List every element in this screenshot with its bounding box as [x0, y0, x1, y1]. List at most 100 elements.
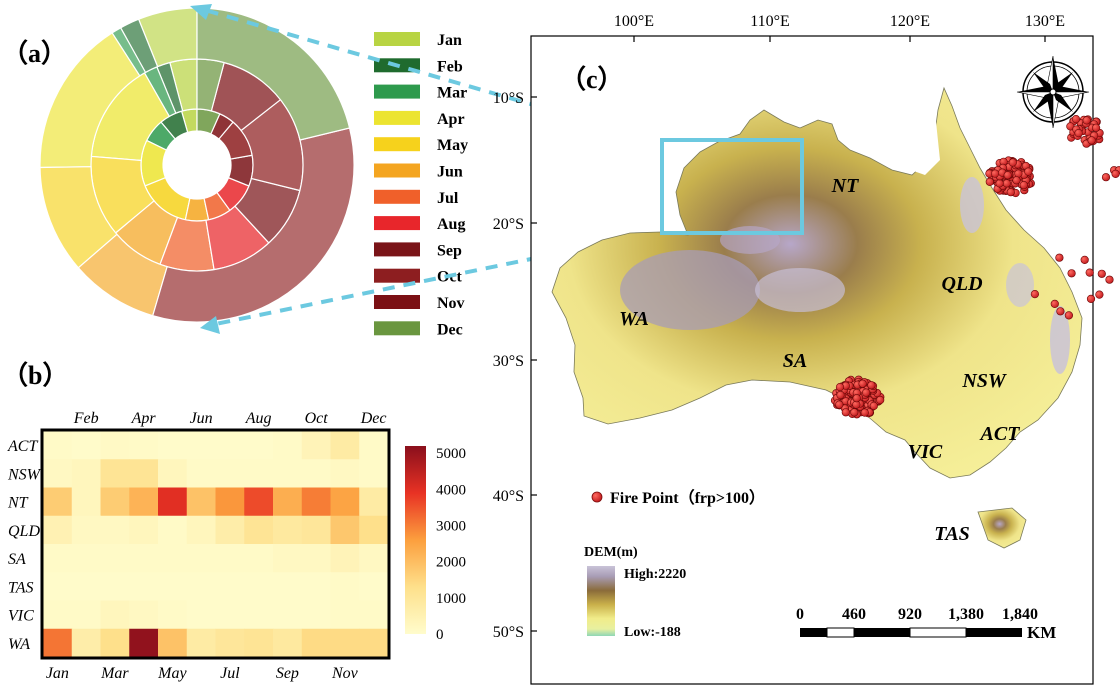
dem-legend-bar	[587, 566, 615, 636]
fire-point	[1080, 255, 1089, 265]
legend-label-may: May	[437, 137, 468, 154]
fire-points-layer	[830, 114, 1120, 419]
fire-point	[1087, 136, 1096, 145]
sunburst-segment-oct	[152, 127, 355, 323]
heatmap-bottom-month-label: Mar	[100, 665, 129, 682]
fire-point	[1105, 275, 1114, 284]
fire-point	[860, 408, 869, 417]
fire-point	[861, 388, 871, 397]
scale-bar: 0 460 920 1,380 1,840 KM	[796, 606, 1056, 642]
heatmap-cell	[301, 459, 331, 488]
heatmap-cell	[244, 459, 274, 488]
fire-point	[1111, 169, 1120, 178]
legend-swatch-jun	[374, 163, 420, 178]
heatmap-cell	[71, 431, 101, 460]
legend-swatch-dec	[374, 321, 420, 336]
heatmap-row-label: VIC	[8, 608, 34, 625]
panel-label-c: （c）	[560, 65, 624, 94]
heatmap-cell	[215, 459, 245, 488]
sunburst-chart	[39, 7, 355, 323]
heatmap-cell	[301, 600, 331, 630]
legend-label-jan: Jan	[437, 32, 462, 49]
fire-point	[1064, 311, 1073, 320]
heatmap-cell	[158, 459, 188, 488]
heatmap-cell	[215, 600, 245, 630]
legend-label-aug: Aug	[437, 216, 465, 233]
heatmap-cell	[273, 544, 303, 573]
heatmap-row-label: TAS	[8, 579, 33, 596]
legend-label-mar: Mar	[437, 85, 467, 102]
heatmap-cell	[244, 628, 274, 658]
heatmap-cell	[244, 431, 274, 460]
legend-swatch-aug	[374, 216, 420, 231]
heatmap-bottom-month-label: May	[157, 665, 187, 682]
fire-point	[835, 383, 845, 392]
heatmap-colorbar	[405, 446, 426, 634]
scale-unit: KM	[1027, 623, 1056, 642]
legend-label-jul: Jul	[437, 190, 459, 207]
colorbar-tick-label: 5000	[436, 446, 466, 462]
latitude-label: 30°S	[493, 353, 524, 370]
fire-point	[876, 395, 885, 405]
region-label-vic: VIC	[908, 441, 943, 463]
north-arrow-icon	[1016, 55, 1090, 129]
region-label-wa: WA	[619, 308, 649, 330]
heatmap-cell	[129, 515, 159, 545]
legend-label-nov: Nov	[437, 295, 465, 312]
region-labels: NT QLD WA SA NSW ACT VIC TAS	[619, 175, 1020, 545]
heatmap-cell	[244, 600, 274, 630]
region-label-sa: SA	[783, 350, 807, 372]
longitude-label: 110°E	[750, 13, 790, 30]
fire-point	[1050, 299, 1059, 309]
heatmap-bottom-month-label: Nov	[331, 665, 359, 682]
region-label-nsw: NSW	[961, 370, 1007, 392]
heatmap-cell	[330, 544, 360, 573]
fire-point	[869, 401, 878, 411]
fire-point	[1067, 269, 1076, 278]
heatmap-cell	[359, 600, 389, 630]
legend-label-sep: Sep	[437, 242, 462, 259]
heatmap-cell	[215, 572, 245, 601]
heatmap-cell	[330, 487, 360, 517]
fire-point	[1024, 167, 1033, 176]
zoom-arrow-lower	[205, 230, 663, 328]
fire-point	[1002, 179, 1011, 188]
heatmap-cell	[43, 515, 73, 545]
heatmap-cell	[100, 487, 130, 517]
heatmap-cell	[186, 628, 216, 658]
heatmap-cell	[273, 572, 303, 601]
fire-point	[1055, 253, 1064, 262]
fire-point	[990, 169, 1000, 178]
colorbar-tick-label: 3000	[436, 519, 466, 535]
longitude-label: 100°E	[614, 13, 654, 30]
heatmap-cell	[301, 487, 331, 517]
fire-point	[995, 179, 1004, 188]
heatmap-cell	[43, 628, 73, 658]
fire-point	[1101, 173, 1111, 182]
fire-point	[1003, 171, 1012, 180]
legend-swatch-oct	[374, 268, 420, 283]
terrain-highland	[720, 226, 780, 254]
scale-label: 1,840	[1002, 606, 1038, 623]
fire-point	[1085, 268, 1094, 277]
legend-label-feb: Feb	[437, 58, 463, 75]
region-label-qld: QLD	[941, 273, 982, 295]
heatmap-cell	[244, 572, 274, 601]
longitude-label: 120°E	[890, 13, 930, 30]
heatmap-top-month-label: Aug	[245, 410, 272, 427]
legend-swatch-jul	[374, 189, 420, 204]
heatmap-cell	[158, 600, 188, 630]
heatmap-cell	[186, 487, 216, 517]
heatmap-cell	[215, 515, 245, 545]
fire-point	[1097, 269, 1106, 278]
legend-label-dec: Dec	[437, 321, 463, 338]
heatmap-row-label: NSW	[7, 466, 42, 483]
fire-point	[1006, 188, 1015, 197]
heatmap-cell	[100, 431, 130, 460]
heatmap-cell	[215, 544, 245, 573]
scale-label: 920	[898, 606, 922, 623]
heatmap-cell	[359, 459, 389, 488]
map-panel: （c） 100°E 110°E 120°E 130°E 10°S 20°S 30°S 40°S…	[493, 13, 1120, 685]
heatmap-cell	[186, 600, 216, 630]
heatmap-cell	[273, 515, 303, 545]
